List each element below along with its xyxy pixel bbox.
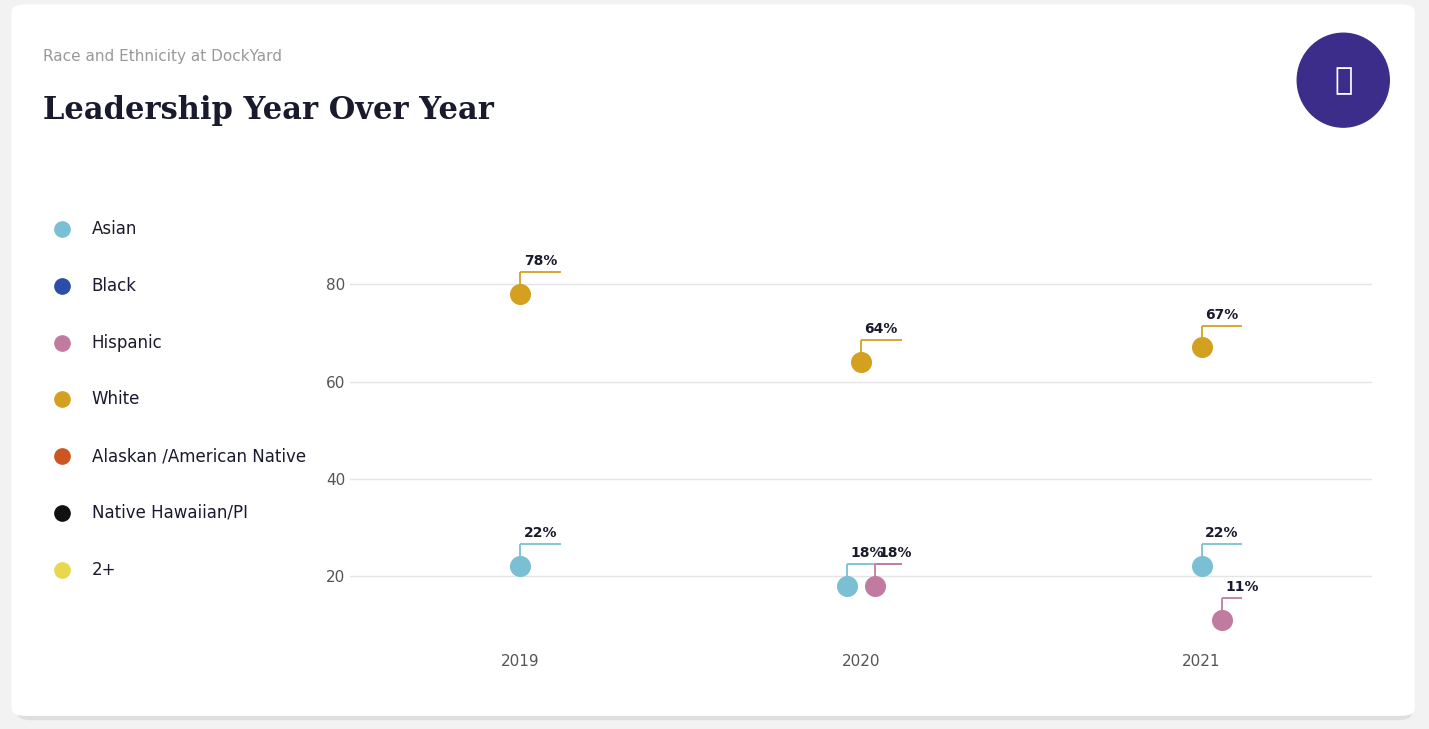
Point (836, 580, 859, 591)
Text: Race and Ethnicity at DockYard: Race and Ethnicity at DockYard (43, 49, 282, 64)
Point (509, 561, 532, 572)
Text: 78%: 78% (524, 254, 557, 268)
Point (1190, 342, 1213, 354)
Text: 11%: 11% (1226, 580, 1259, 594)
Text: 18%: 18% (850, 546, 885, 560)
Text: Asian: Asian (91, 220, 137, 238)
FancyBboxPatch shape (17, 9, 1412, 720)
Text: ⌖: ⌖ (1335, 66, 1352, 95)
Text: 64%: 64% (865, 322, 897, 336)
Circle shape (1298, 34, 1389, 127)
Point (849, 356, 872, 368)
Text: Native Hawaiian/PI: Native Hawaiian/PI (91, 504, 247, 522)
Point (1210, 614, 1233, 625)
Text: 2+: 2+ (91, 561, 116, 579)
Text: White: White (91, 390, 140, 408)
Point (863, 580, 886, 591)
Point (509, 288, 532, 300)
Text: Leadership Year Over Year: Leadership Year Over Year (43, 95, 494, 126)
Text: 67%: 67% (1205, 308, 1238, 321)
Text: 22%: 22% (1205, 526, 1239, 540)
Text: Black: Black (91, 277, 137, 295)
Point (1190, 561, 1213, 572)
Text: 18%: 18% (877, 546, 912, 560)
FancyBboxPatch shape (11, 4, 1415, 716)
Text: Alaskan /American Native: Alaskan /American Native (91, 447, 306, 465)
Text: Hispanic: Hispanic (91, 333, 163, 351)
Text: 22%: 22% (524, 526, 557, 540)
